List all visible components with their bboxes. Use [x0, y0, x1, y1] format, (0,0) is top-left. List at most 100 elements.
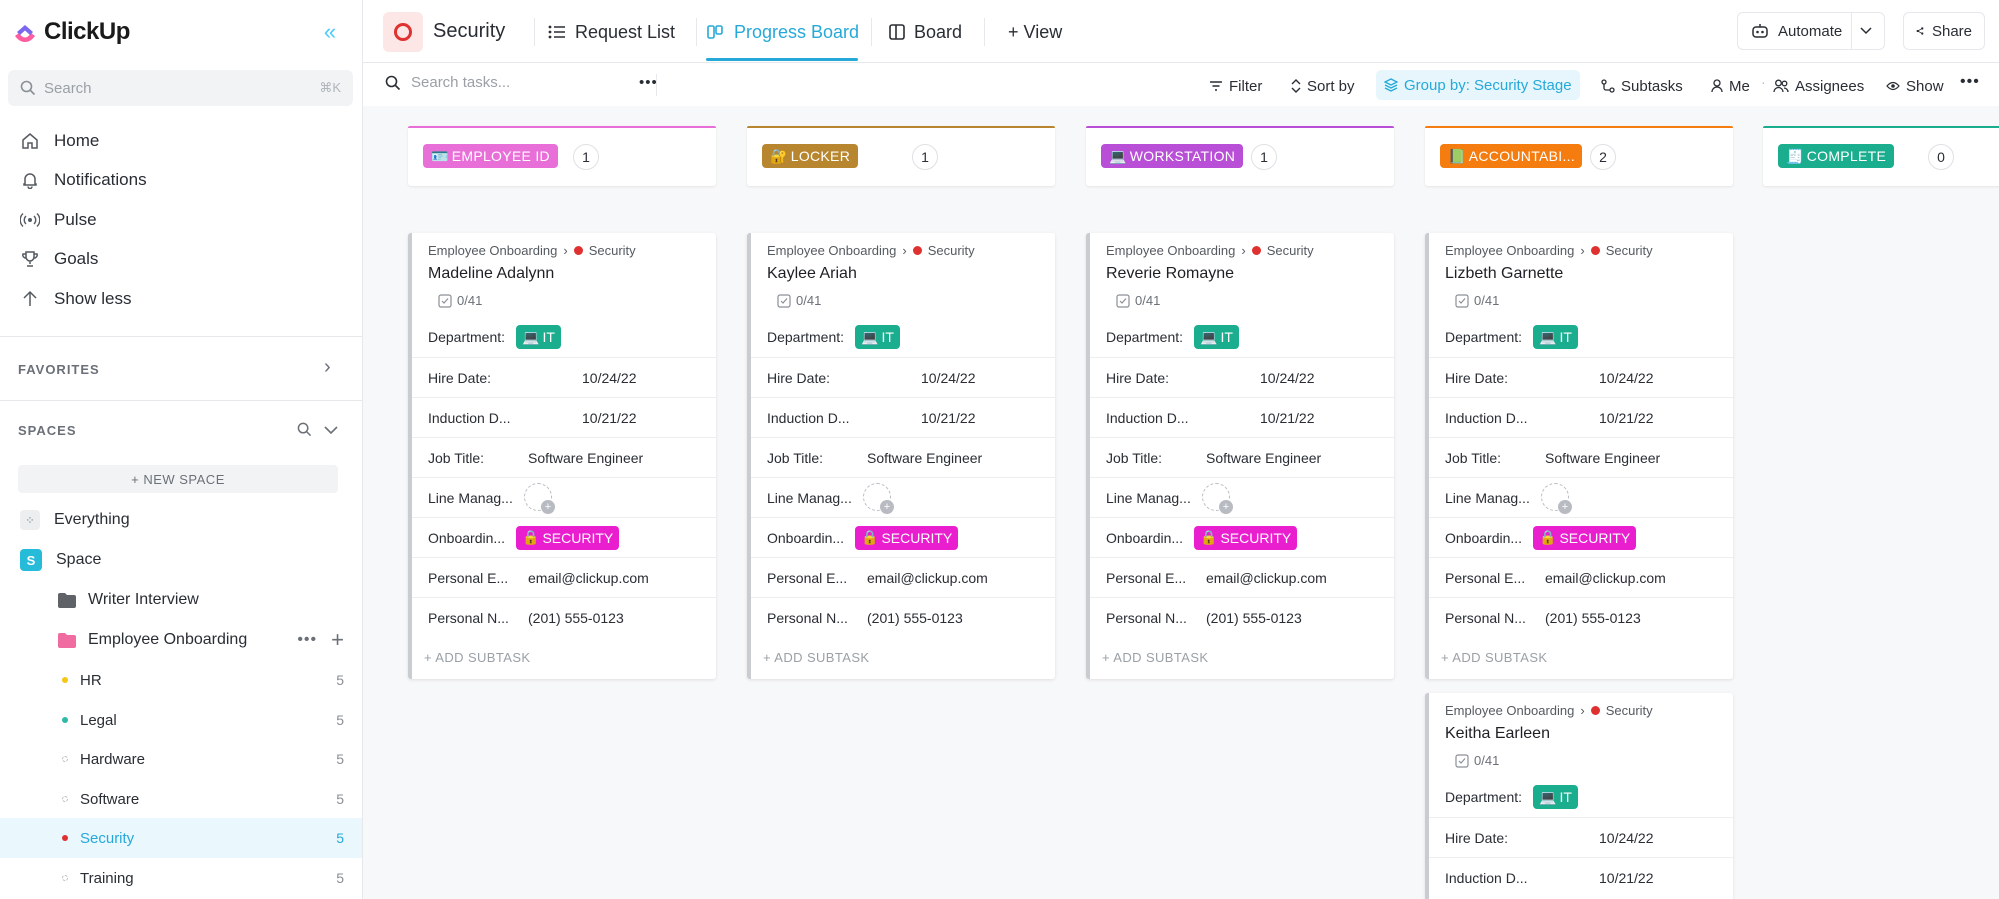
tab-board[interactable]: Board — [888, 20, 962, 44]
hire-date-value[interactable]: 10/24/22 — [1599, 829, 1654, 846]
group-by-button[interactable]: Group by: Security Stage — [1376, 70, 1580, 100]
email-value[interactable]: email@clickup.com — [528, 569, 649, 586]
nav-notifications[interactable]: Notifications — [20, 168, 147, 192]
department-chip[interactable]: 💻 IT — [1533, 325, 1578, 349]
task-name[interactable]: Reverie Romayne — [1106, 265, 1235, 282]
collapse-sidebar-icon[interactable]: « — [323, 19, 337, 44]
add-view-button[interactable]: + View — [1008, 20, 1062, 44]
nav-goals[interactable]: Goals — [20, 247, 98, 271]
nav-home[interactable]: Home — [20, 129, 99, 153]
me-button[interactable]: Me — [1711, 76, 1750, 96]
phone-value[interactable]: (201) 555-0123 — [867, 609, 963, 626]
line-manager-avatar[interactable]: + — [1202, 483, 1233, 514]
task-card[interactable]: Employee Onboarding › Security Reverie Roma… — [1086, 233, 1394, 679]
job-title-value[interactable]: Software Engineer — [528, 449, 644, 466]
induction-date-value[interactable]: 10/21/22 — [1599, 869, 1654, 886]
department-chip[interactable]: 💻 IT — [1533, 785, 1578, 809]
email-value[interactable]: email@clickup.com — [1206, 569, 1327, 586]
automate-button[interactable]: Automate — [1737, 12, 1885, 50]
folder-writer-interview[interactable]: Writer Interview — [58, 588, 199, 612]
status-tag[interactable]: 💻 WORKSTATION — [1101, 144, 1243, 168]
column-header[interactable]: 🪪 EMPLOYEE ID 1 — [408, 126, 716, 186]
task-name[interactable]: Kaylee Ariah — [767, 265, 857, 282]
job-title-value[interactable]: Software Engineer — [1545, 449, 1661, 466]
subtask-checklist[interactable]: 0/41 — [777, 293, 821, 308]
department-chip[interactable]: 💻 IT — [516, 325, 561, 349]
onboarding-chip[interactable]: 🔒 SECURITY — [855, 525, 959, 550]
show-button[interactable]: Show — [1886, 76, 1944, 96]
more-icon[interactable]: ••• — [297, 631, 318, 648]
induction-date-value[interactable]: 10/21/22 — [1260, 409, 1315, 426]
induction-date-value[interactable]: 10/21/22 — [921, 409, 976, 426]
sidebar-search[interactable]: Search ⌘K — [8, 70, 353, 106]
card-breadcrumb[interactable]: Employee Onboarding › Security — [428, 243, 636, 258]
add-subtask-button[interactable]: + ADD SUBTASK — [424, 650, 531, 665]
subtasks-button[interactable]: Subtasks — [1601, 76, 1683, 96]
nav-pulse[interactable]: Pulse — [20, 208, 97, 232]
space-item[interactable]: S Space — [20, 548, 101, 572]
hire-date-value[interactable]: 10/24/22 — [582, 369, 637, 386]
column-header[interactable]: 🔐 LOCKER 1 — [747, 126, 1055, 186]
more-icon[interactable]: ••• — [1960, 73, 1980, 90]
favorites-chevron-icon[interactable]: › — [324, 356, 331, 378]
tab-request-list[interactable]: Request List — [547, 20, 675, 44]
more-options-icon[interactable]: ••• — [639, 74, 658, 91]
onboarding-chip[interactable]: 🔒 SECURITY — [516, 525, 620, 550]
task-card[interactable]: Employee Onboarding › Security Madeline Ada… — [408, 233, 716, 679]
clickup-logo[interactable]: ClickUp — [12, 18, 130, 46]
induction-date-value[interactable]: 10/21/22 — [1599, 409, 1654, 426]
status-tag[interactable]: 🔐 LOCKER — [762, 144, 859, 168]
card-breadcrumb[interactable]: Employee Onboarding › Security — [1445, 243, 1653, 258]
add-subtask-button[interactable]: + ADD SUBTASK — [1441, 650, 1548, 665]
hire-date-value[interactable]: 10/24/22 — [921, 369, 976, 386]
nav-show-less[interactable]: Show less — [20, 287, 131, 311]
task-card[interactable]: Employee Onboarding › Security Kaylee Ariah… — [747, 233, 1055, 679]
line-manager-avatar[interactable]: + — [1541, 483, 1572, 514]
email-value[interactable]: email@clickup.com — [867, 569, 988, 586]
induction-date-value[interactable]: 10/21/22 — [582, 409, 637, 426]
onboarding-chip[interactable]: 🔒 SECURITY — [1533, 525, 1637, 550]
subtask-checklist[interactable]: 0/41 — [1455, 293, 1499, 308]
subtask-checklist[interactable]: 0/41 — [1116, 293, 1160, 308]
column-header[interactable]: 💻 WORKSTATION 1 — [1086, 126, 1394, 186]
email-value[interactable]: email@clickup.com — [1545, 569, 1666, 586]
department-chip[interactable]: 💻 IT — [1194, 325, 1239, 349]
task-name[interactable]: Lizbeth Garnette — [1445, 265, 1564, 282]
phone-value[interactable]: (201) 555-0123 — [528, 609, 624, 626]
share-button[interactable]: Share — [1903, 12, 1985, 50]
chevron-down-icon[interactable] — [1860, 27, 1872, 35]
hire-date-value[interactable]: 10/24/22 — [1260, 369, 1315, 386]
line-manager-avatar[interactable]: + — [863, 483, 894, 514]
card-breadcrumb[interactable]: Employee Onboarding › Security — [767, 243, 975, 258]
phone-value[interactable]: (201) 555-0123 — [1545, 609, 1641, 626]
department-chip[interactable]: 💻 IT — [855, 325, 900, 349]
list-item-training[interactable]: Training 5 — [62, 866, 344, 890]
onboarding-chip[interactable]: 🔒 SECURITY — [1194, 525, 1298, 550]
list-item-hardware[interactable]: Hardware 5 — [62, 747, 344, 771]
job-title-value[interactable]: Software Engineer — [1206, 449, 1322, 466]
task-card[interactable]: Employee Onboarding › Security Lizbeth Garn… — [1425, 233, 1733, 679]
status-tag[interactable]: 📗 ACCOUNTABI... — [1440, 144, 1582, 168]
line-manager-avatar[interactable]: + — [524, 483, 555, 514]
list-item-hr[interactable]: HR 5 — [62, 668, 344, 692]
card-breadcrumb[interactable]: Employee Onboarding › Security — [1445, 703, 1653, 718]
status-tag[interactable]: 🧾 COMPLETE — [1778, 144, 1895, 168]
subtask-checklist[interactable]: 0/41 — [1455, 753, 1499, 768]
card-breadcrumb[interactable]: Employee Onboarding › Security — [1106, 243, 1314, 258]
task-name[interactable]: Madeline Adalynn — [428, 265, 555, 282]
list-icon[interactable] — [383, 12, 423, 52]
new-space-button[interactable]: + NEW SPACE — [18, 465, 338, 493]
filter-button[interactable]: Filter — [1209, 76, 1262, 96]
list-item-security[interactable]: Security 5 — [62, 826, 344, 850]
tab-progress-board[interactable]: Progress Board — [706, 20, 859, 44]
add-subtask-button[interactable]: + ADD SUBTASK — [763, 650, 870, 665]
column-header[interactable]: 📗 ACCOUNTABI... 2 — [1425, 126, 1733, 186]
sort-button[interactable]: Sort by — [1291, 76, 1355, 96]
list-item-software[interactable]: Software 5 — [62, 787, 344, 811]
folder-employee-onboarding[interactable]: Employee Onboarding ••• + — [58, 627, 344, 652]
task-search[interactable]: Search tasks... ••• — [385, 74, 658, 91]
list-item-legal[interactable]: Legal 5 — [62, 708, 344, 732]
add-subtask-button[interactable]: + ADD SUBTASK — [1102, 650, 1209, 665]
plus-icon[interactable]: + — [331, 627, 344, 652]
job-title-value[interactable]: Software Engineer — [867, 449, 983, 466]
